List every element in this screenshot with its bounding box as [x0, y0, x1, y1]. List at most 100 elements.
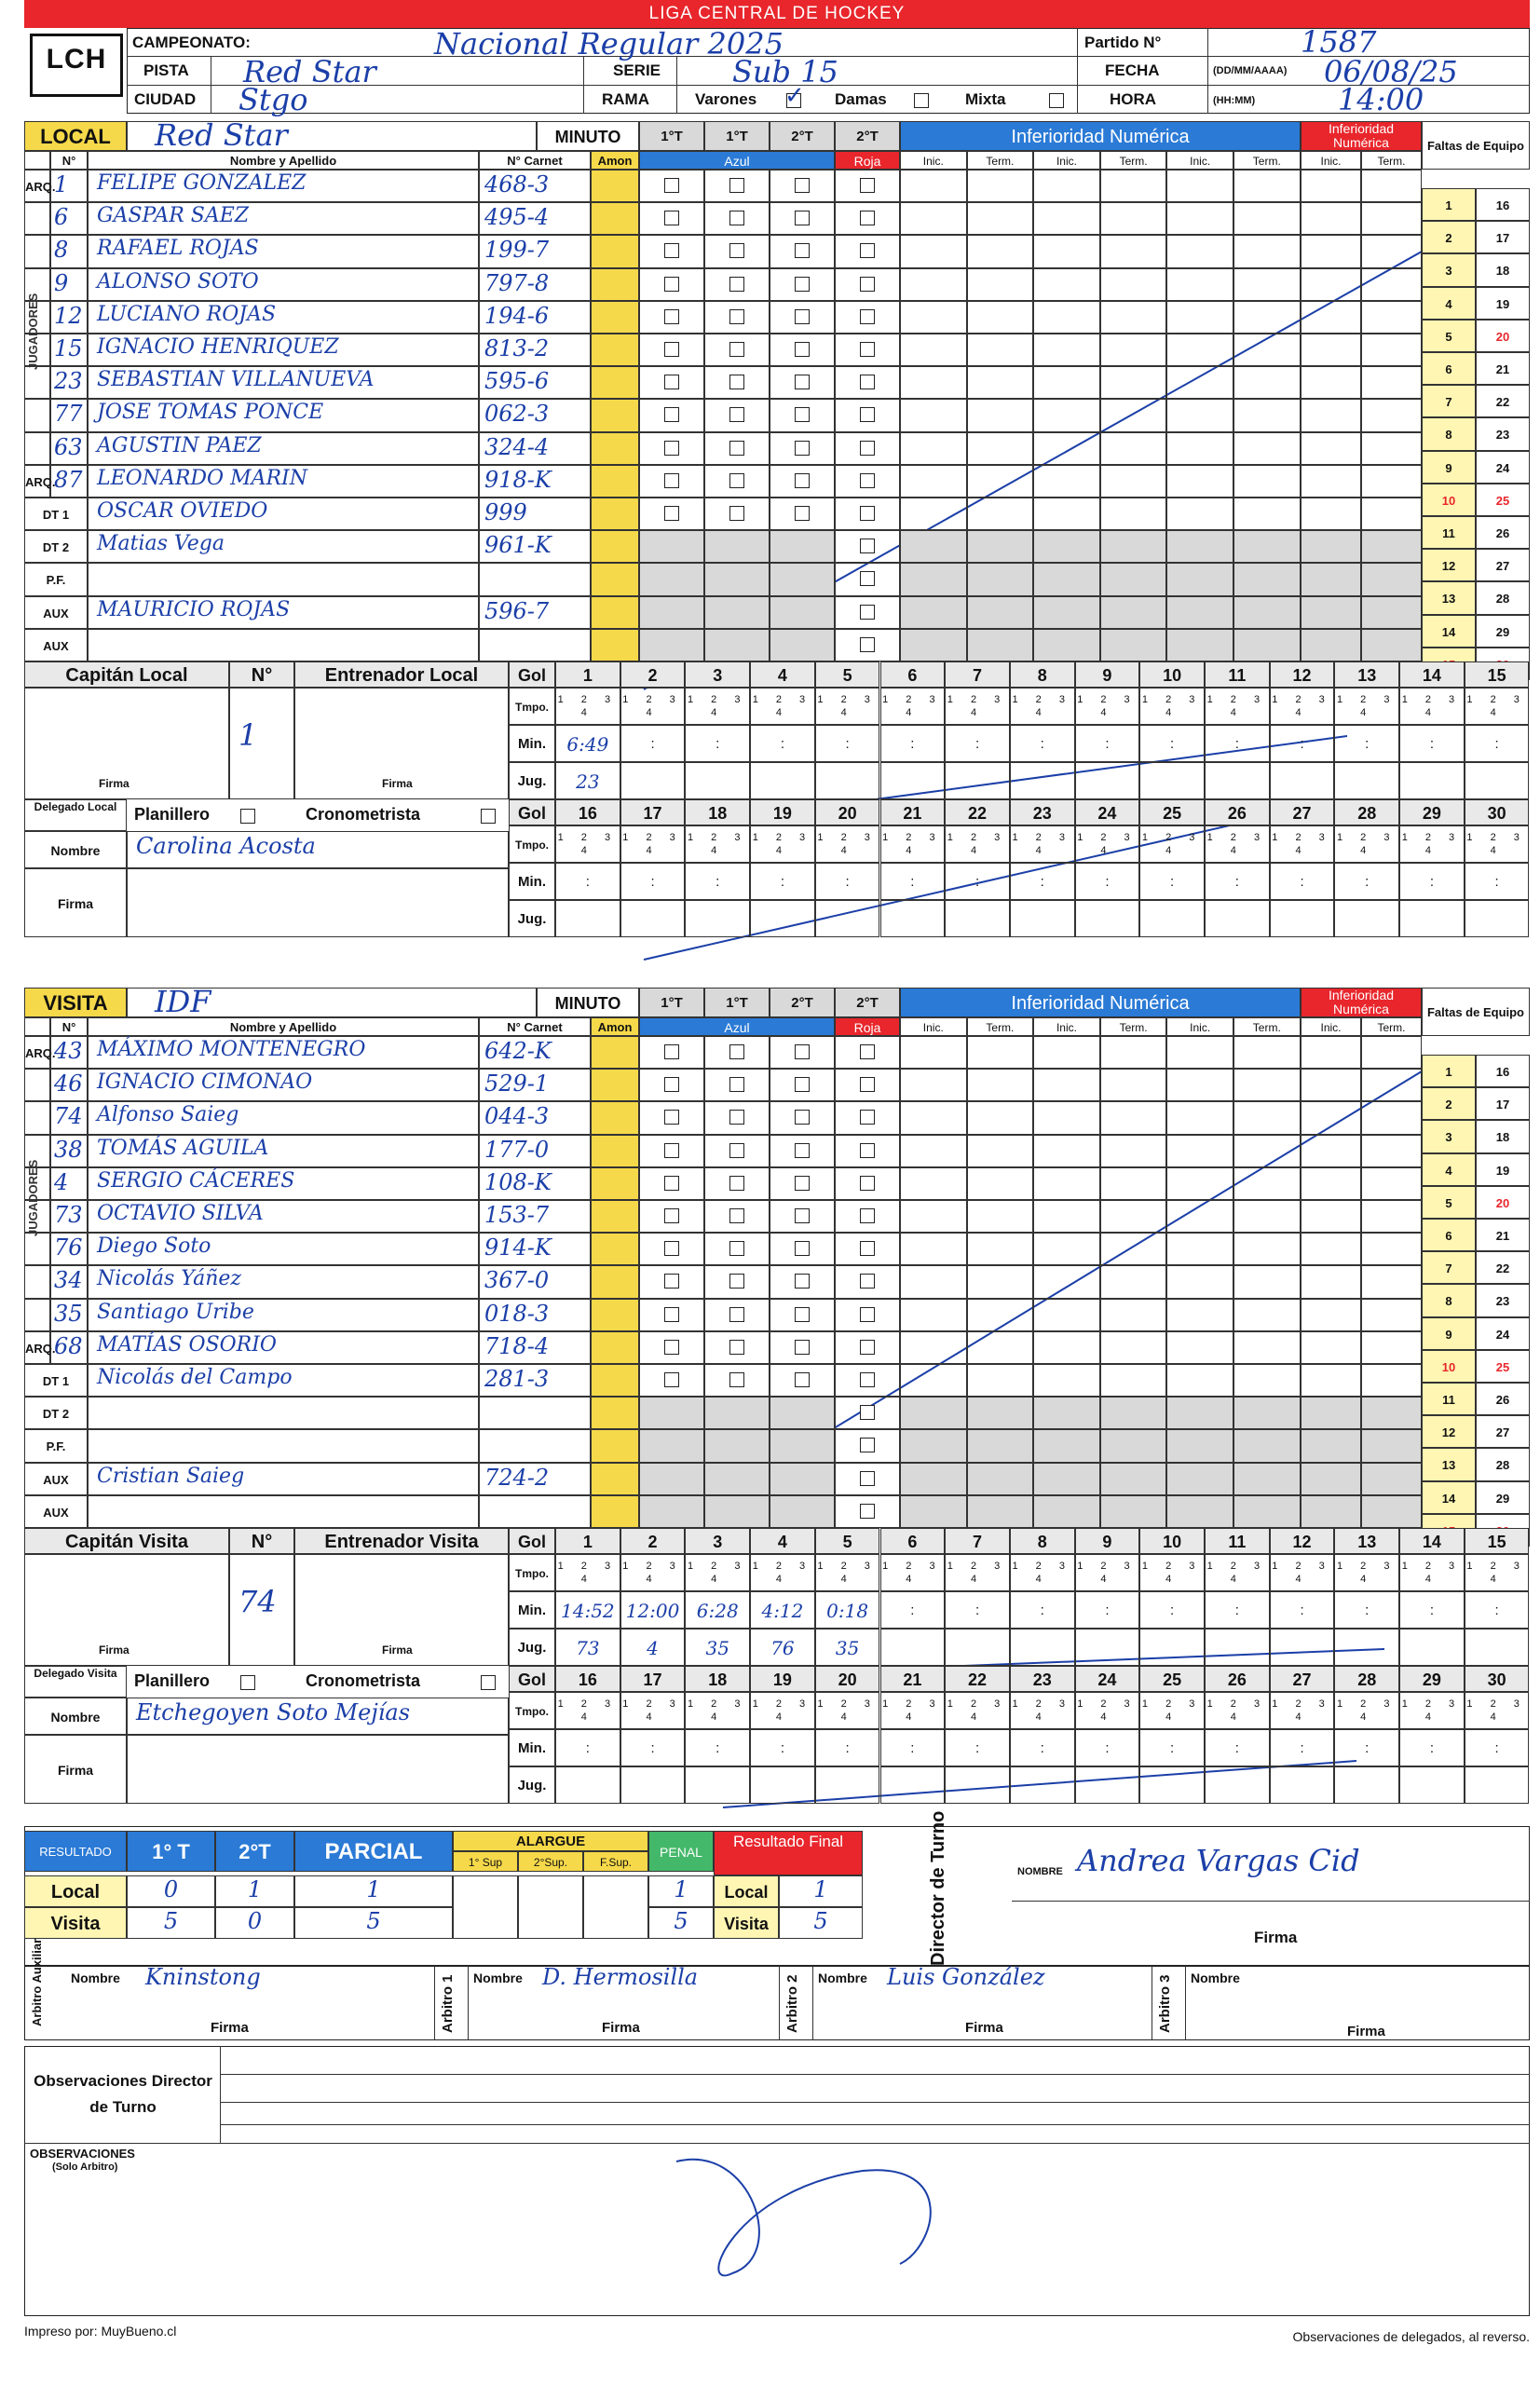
- local-goals1-jug-cell[interactable]: [620, 762, 686, 799]
- visita-card-checkbox[interactable]: [860, 1405, 875, 1421]
- visita-goals1-min-cell[interactable]: :: [1269, 1591, 1335, 1629]
- local-goals2-min-cell[interactable]: :: [1399, 863, 1465, 900]
- visita-inferioridad-cell[interactable]: [1033, 1462, 1100, 1495]
- local-inferioridad-cell[interactable]: [1361, 595, 1422, 629]
- local-inferioridad-cell[interactable]: [1361, 431, 1422, 465]
- local-card-checkbox[interactable]: [795, 243, 810, 259]
- visita-goals2-jug-cell[interactable]: [555, 1766, 620, 1804]
- visita-inferioridad-cell[interactable]: [966, 1298, 1034, 1331]
- visita-goals1-tmpo-cell[interactable]: 1 2 3 4: [750, 1554, 815, 1591]
- local-goals2-min-cell[interactable]: :: [1334, 863, 1400, 900]
- visita-card-checkbox[interactable]: [664, 1077, 679, 1093]
- visita-goals2-min-cell[interactable]: :: [750, 1729, 815, 1766]
- local-inferioridad-cell[interactable]: [1099, 498, 1167, 531]
- visita-inferioridad-cell[interactable]: [1166, 1233, 1233, 1266]
- visita-card-checkbox[interactable]: [860, 1044, 875, 1059]
- local-inferioridad-cell[interactable]: [1033, 431, 1100, 465]
- visita-inferioridad-cell[interactable]: [1361, 1298, 1422, 1331]
- visita-inferioridad-cell[interactable]: [1099, 1429, 1167, 1463]
- visita-inferioridad-cell[interactable]: [1301, 1429, 1361, 1463]
- visita-inferioridad-cell[interactable]: [1166, 1494, 1233, 1528]
- local-card-checkbox[interactable]: [729, 440, 744, 456]
- local-inferioridad-cell[interactable]: [900, 563, 967, 596]
- local-card-checkbox[interactable]: [795, 472, 810, 488]
- visita-inferioridad-cell[interactable]: [1301, 1200, 1361, 1234]
- local-inferioridad-cell[interactable]: [1033, 464, 1100, 498]
- visita-card-checkbox[interactable]: [795, 1044, 810, 1059]
- local-goals2-tmpo-cell[interactable]: 1 2 3 4: [1009, 825, 1075, 863]
- local-inferioridad-cell[interactable]: [1033, 628, 1100, 661]
- local-goals2-min-cell[interactable]: :: [685, 863, 751, 900]
- visita-goals1-tmpo-cell[interactable]: 1 2 3 4: [945, 1554, 1010, 1591]
- local-goals1-tmpo-cell[interactable]: 1 2 3 4: [1464, 688, 1530, 725]
- visita-inferioridad-cell[interactable]: [966, 1233, 1034, 1266]
- local-inferioridad-cell[interactable]: [966, 431, 1034, 465]
- local-goals1-tmpo-cell[interactable]: 1 2 3 4: [1399, 688, 1465, 725]
- visita-goals2-min-cell[interactable]: :: [1205, 1729, 1270, 1766]
- local-goals1-jug-cell[interactable]: [1009, 762, 1075, 799]
- visita-card-checkbox[interactable]: [860, 1077, 875, 1093]
- visita-inferioridad-cell[interactable]: [1099, 1462, 1167, 1495]
- local-inferioridad-cell[interactable]: [1361, 235, 1422, 268]
- local-goals1-tmpo-cell[interactable]: 1 2 3 4: [879, 688, 946, 725]
- visita-card-checkbox[interactable]: [664, 1208, 679, 1223]
- local-inferioridad-cell[interactable]: [1099, 267, 1167, 301]
- local-inferioridad-cell[interactable]: [966, 628, 1034, 661]
- visita-inferioridad-cell[interactable]: [1233, 1200, 1301, 1234]
- local-goals1-min-cell[interactable]: :: [814, 725, 880, 762]
- local-goals1-jug-cell[interactable]: [1205, 762, 1270, 799]
- visita-inferioridad-cell[interactable]: [966, 1134, 1034, 1167]
- local-inferioridad-cell[interactable]: [1361, 498, 1422, 531]
- local-inferioridad-cell[interactable]: [1033, 498, 1100, 531]
- visita-card-checkbox[interactable]: [860, 1142, 875, 1158]
- visita-card-checkbox[interactable]: [729, 1077, 744, 1093]
- visita-goals1-min-cell[interactable]: 6:28: [685, 1591, 751, 1629]
- local-goals2-jug-cell[interactable]: [814, 900, 880, 937]
- local-goals1-tmpo-cell[interactable]: 1 2 3 4: [1269, 688, 1335, 725]
- local-inferioridad-cell[interactable]: [1301, 498, 1361, 531]
- local-inferioridad-cell[interactable]: [1361, 300, 1422, 334]
- visita-goals1-min-cell[interactable]: :: [1139, 1591, 1205, 1629]
- visita-goals2-tmpo-cell[interactable]: 1 2 3 4: [1205, 1692, 1270, 1729]
- local-inferioridad-cell[interactable]: [900, 300, 967, 334]
- local-inferioridad-cell[interactable]: [1301, 300, 1361, 334]
- visita-goals2-min-cell[interactable]: :: [1334, 1729, 1400, 1766]
- local-inferioridad-cell[interactable]: [1301, 628, 1361, 661]
- visita-inferioridad-cell[interactable]: [1301, 1233, 1361, 1266]
- visita-goals2-tmpo-cell[interactable]: 1 2 3 4: [1399, 1692, 1465, 1729]
- visita-goals1-min-cell[interactable]: 4:12: [750, 1591, 815, 1629]
- visita-card-checkbox[interactable]: [795, 1175, 810, 1191]
- local-inferioridad-cell[interactable]: [900, 334, 967, 367]
- visita-inferioridad-cell[interactable]: [1361, 1036, 1422, 1070]
- local-inferioridad-cell[interactable]: [1033, 267, 1100, 301]
- visita-goals2-min-cell[interactable]: :: [879, 1729, 946, 1766]
- local-cronometrista-checkbox[interactable]: [481, 809, 496, 824]
- visita-inferioridad-cell[interactable]: [900, 1462, 967, 1495]
- local-inferioridad-cell[interactable]: [1301, 563, 1361, 596]
- local-inferioridad-cell[interactable]: [1361, 563, 1422, 596]
- visita-goals1-min-cell[interactable]: :: [879, 1591, 946, 1629]
- local-inferioridad-cell[interactable]: [1361, 267, 1422, 301]
- visita-inferioridad-cell[interactable]: [1033, 1200, 1100, 1234]
- local-inferioridad-cell[interactable]: [900, 431, 967, 465]
- visita-inferioridad-cell[interactable]: [1361, 1265, 1422, 1299]
- local-card-checkbox[interactable]: [664, 375, 679, 390]
- visita-inferioridad-cell[interactable]: [1099, 1364, 1167, 1398]
- visita-goals1-min-cell[interactable]: :: [1009, 1591, 1075, 1629]
- local-card-checkbox[interactable]: [729, 243, 744, 259]
- local-inferioridad-cell[interactable]: [1099, 334, 1167, 367]
- local-inferioridad-cell[interactable]: [1361, 628, 1422, 661]
- local-goals1-min-cell[interactable]: :: [1334, 725, 1400, 762]
- local-inferioridad-cell[interactable]: [966, 334, 1034, 367]
- visita-inferioridad-cell[interactable]: [1033, 1036, 1100, 1070]
- visita-goals2-jug-cell[interactable]: [1334, 1766, 1400, 1804]
- visita-inferioridad-cell[interactable]: [1166, 1429, 1233, 1463]
- local-card-checkbox[interactable]: [729, 407, 744, 423]
- visita-goals1-jug-cell[interactable]: 4: [620, 1629, 686, 1666]
- local-goals1-min-cell[interactable]: :: [1205, 725, 1270, 762]
- visita-card-checkbox[interactable]: [860, 1503, 875, 1519]
- local-goals1-tmpo-cell[interactable]: 1 2 3 4: [1009, 688, 1075, 725]
- visita-inferioridad-cell[interactable]: [1233, 1364, 1301, 1398]
- local-inferioridad-cell[interactable]: [1099, 366, 1167, 400]
- local-inferioridad-cell[interactable]: [1033, 563, 1100, 596]
